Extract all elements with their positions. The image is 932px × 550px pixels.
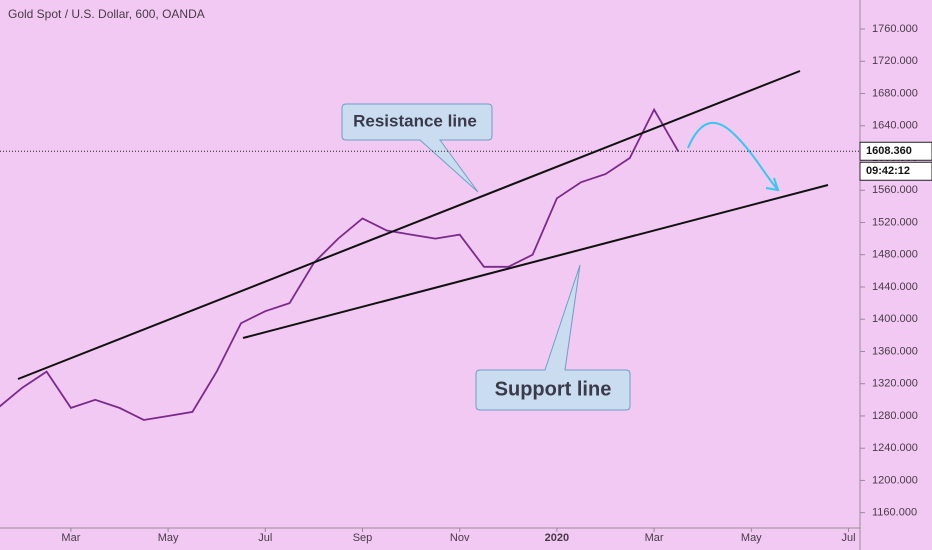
y-tick-label: 1240.000: [872, 442, 918, 454]
y-tick-label: 1400.000: [872, 313, 918, 325]
resistance-callout: [341, 103, 493, 193]
last-price-box: [859, 141, 932, 161]
x-tick-label: 2020: [545, 532, 569, 544]
x-tick-label: May: [158, 532, 179, 544]
x-tick-label: May: [741, 532, 762, 544]
support-trendline: [242, 184, 829, 339]
support-callout: [475, 264, 631, 411]
y-tick-label: 1440.000: [872, 281, 918, 293]
countdown-label: 09:42:12: [866, 165, 910, 177]
projection-curve: [687, 121, 779, 191]
countdown-box: [859, 161, 932, 181]
y-tick-label: 1520.000: [872, 216, 918, 228]
x-tick-label: Jul: [258, 532, 272, 544]
projection-arrowhead: [765, 177, 780, 192]
y-tick-label: 1200.000: [872, 474, 918, 486]
y-tick-label: 1680.000: [872, 87, 918, 99]
x-tick-label: Mar: [61, 532, 80, 544]
annotation: Support line: [495, 378, 612, 400]
y-tick-label: 1280.000: [872, 410, 918, 422]
x-tick-label: Nov: [450, 532, 470, 544]
x-tick-label: Sep: [353, 532, 373, 544]
y-tick-label: 1560.000: [872, 184, 918, 196]
price-line: [0, 107, 680, 421]
annotation: Resistance line: [353, 111, 477, 130]
last-price-label: 1608.360: [866, 145, 912, 157]
y-tick-label: 1480.000: [872, 249, 918, 261]
x-tick-label: Mar: [645, 532, 664, 544]
y-tick-label: 1360.000: [872, 345, 918, 357]
y-tick-label: 1160.000: [872, 507, 917, 519]
chart-title: Gold Spot / U.S. Dollar, 600, OANDA: [8, 7, 205, 21]
y-tick-label: 1320.000: [872, 378, 918, 390]
y-tick-label: 1640.000: [872, 120, 918, 132]
x-tick-label: Jul: [841, 532, 855, 544]
y-tick-label: 1720.000: [872, 55, 918, 67]
resistance-trendline: [17, 70, 801, 380]
y-tick-label: 1760.000: [872, 23, 918, 35]
plot: [0, 107, 680, 421]
